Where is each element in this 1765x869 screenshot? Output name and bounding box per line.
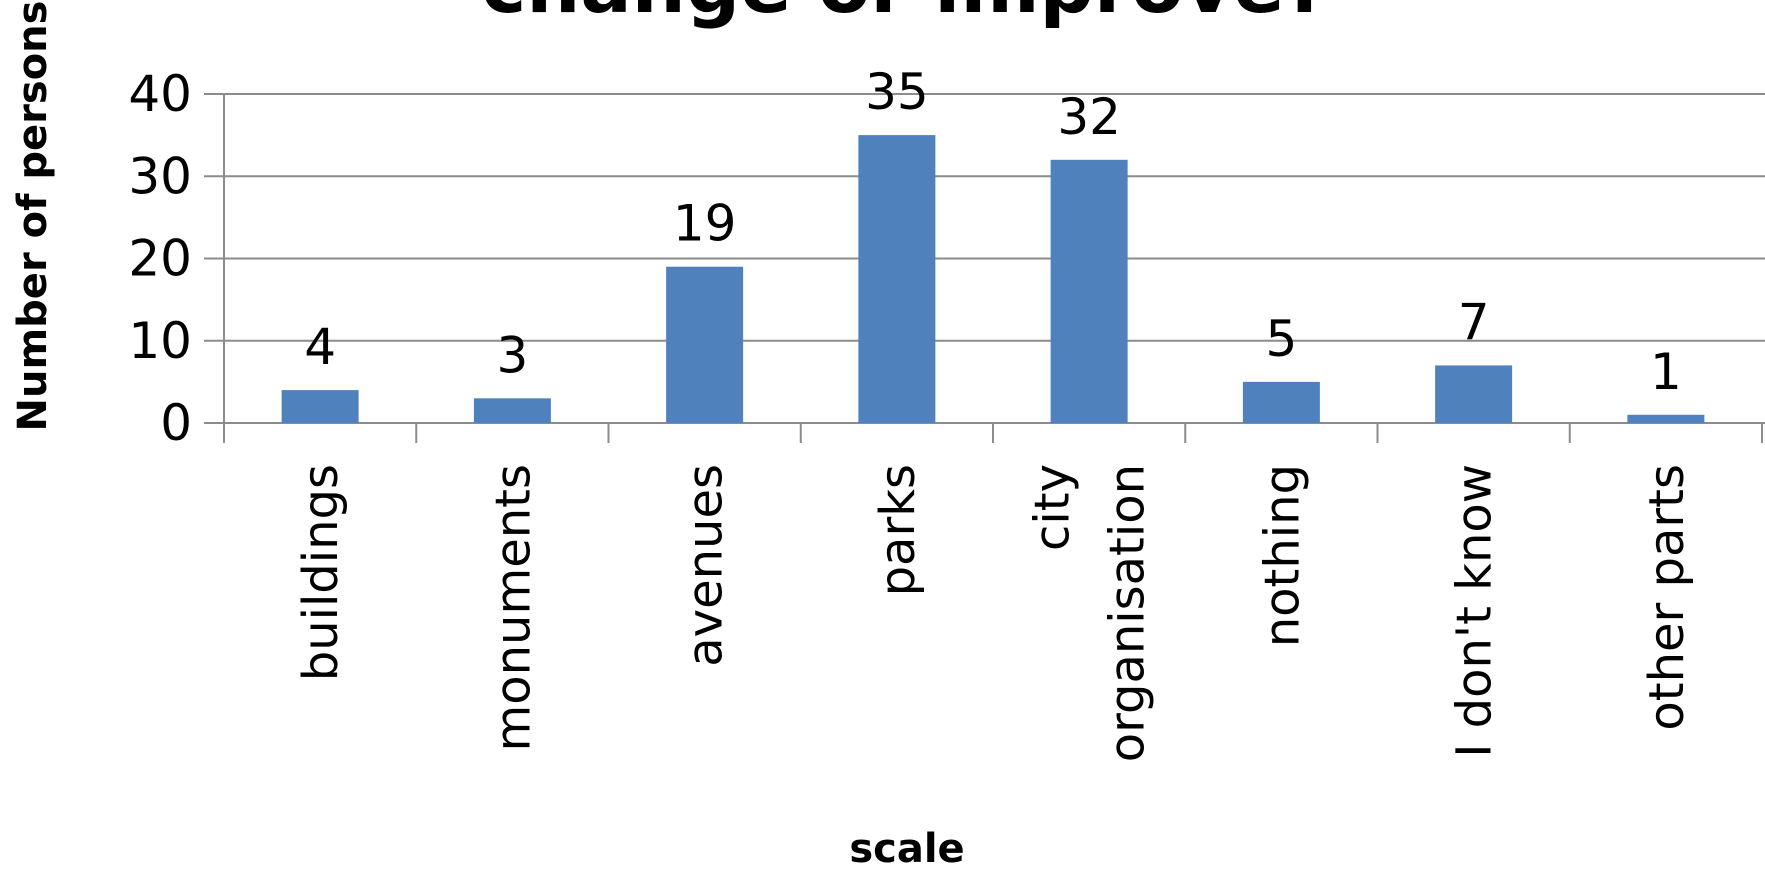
bar (1627, 414, 1705, 423)
data-label: 19 (673, 195, 737, 253)
x-tick-label: I don't know (1447, 464, 1503, 758)
data-label: 35 (865, 63, 929, 121)
x-axis-title: scale (849, 826, 964, 869)
x-tick-label-line: nothing (1254, 464, 1310, 647)
x-tick-label: monuments (485, 464, 541, 752)
bar (1435, 365, 1513, 423)
y-tick-label: 10 (128, 312, 192, 370)
y-tick-label: 40 (128, 65, 192, 123)
x-tick-label-line: city (1025, 464, 1081, 551)
x-tick-label: nothing (1254, 464, 1310, 647)
data-label: 3 (496, 326, 528, 384)
bar (666, 266, 744, 423)
labels: 0 10 20 30 40 4 buildings 3 monuments 19 avenues 35… (128, 63, 1695, 762)
data-label: 7 (1458, 293, 1490, 351)
chart-title: change or improve? (481, 0, 1329, 30)
x-tick-label-line: monuments (485, 464, 541, 752)
x-tick-label-line: buildings (293, 464, 349, 681)
data-label: 4 (304, 318, 336, 376)
y-tick-label: 0 (160, 394, 192, 452)
bar (1242, 381, 1320, 423)
bar (858, 135, 936, 423)
bar (1050, 159, 1128, 424)
y-tick-label: 30 (128, 147, 192, 205)
x-tick-label-line: avenues (678, 464, 734, 667)
axes (223, 94, 1763, 443)
bars (281, 135, 1705, 424)
x-tick-label: other parts (1639, 464, 1695, 731)
x-tick-label-line: organisation (1100, 464, 1156, 762)
gridlines (204, 93, 1765, 424)
bar (281, 390, 359, 423)
x-tick-label-line: I don't know (1447, 464, 1503, 758)
x-tick-label: avenues (678, 464, 734, 667)
x-tick-label: parks (870, 464, 926, 596)
y-tick-label: 20 (128, 230, 192, 288)
y-axis-title: Number of persons (10, 1, 56, 432)
x-tick-label-line: parks (870, 464, 926, 596)
data-label: 5 (1265, 310, 1297, 368)
data-label: 32 (1057, 88, 1121, 146)
x-tick-label-line: other parts (1639, 464, 1695, 731)
data-label: 1 (1650, 343, 1682, 401)
bar (473, 398, 551, 423)
x-tick-label: buildings (293, 464, 349, 681)
x-tick-label: city organisation (1025, 464, 1156, 762)
